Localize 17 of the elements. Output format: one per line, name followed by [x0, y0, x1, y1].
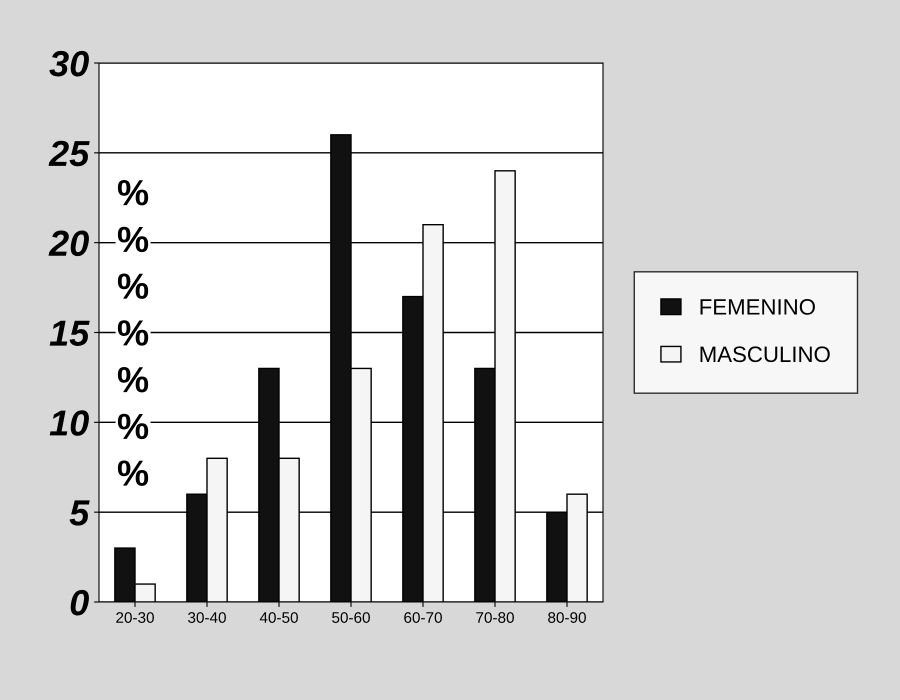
y-tick-label: 10: [50, 410, 89, 436]
x-tick-label: 60-70: [404, 612, 442, 623]
legend-label: MASCULINO: [700, 346, 830, 362]
legend-label: FEMENINO: [700, 299, 815, 315]
x-tick-label: 70-80: [476, 612, 514, 623]
y-tick-label: 25: [48, 140, 90, 166]
y-tick-label: 15: [50, 320, 90, 346]
x-tick-label: 50-60: [332, 612, 370, 623]
y-tick-label: 20: [48, 230, 89, 256]
y-tick-label: 0: [70, 590, 89, 616]
x-tick-label: 20-30: [116, 612, 154, 623]
y-axis-title: %%%%%%%: [118, 180, 148, 486]
y-tick-label: 5: [70, 500, 90, 526]
x-tick-label: 80-90: [548, 612, 586, 623]
y-tick-label: 30: [49, 50, 89, 76]
x-tick-label: 40-50: [260, 612, 298, 623]
x-tick-label: 30-40: [188, 612, 226, 623]
